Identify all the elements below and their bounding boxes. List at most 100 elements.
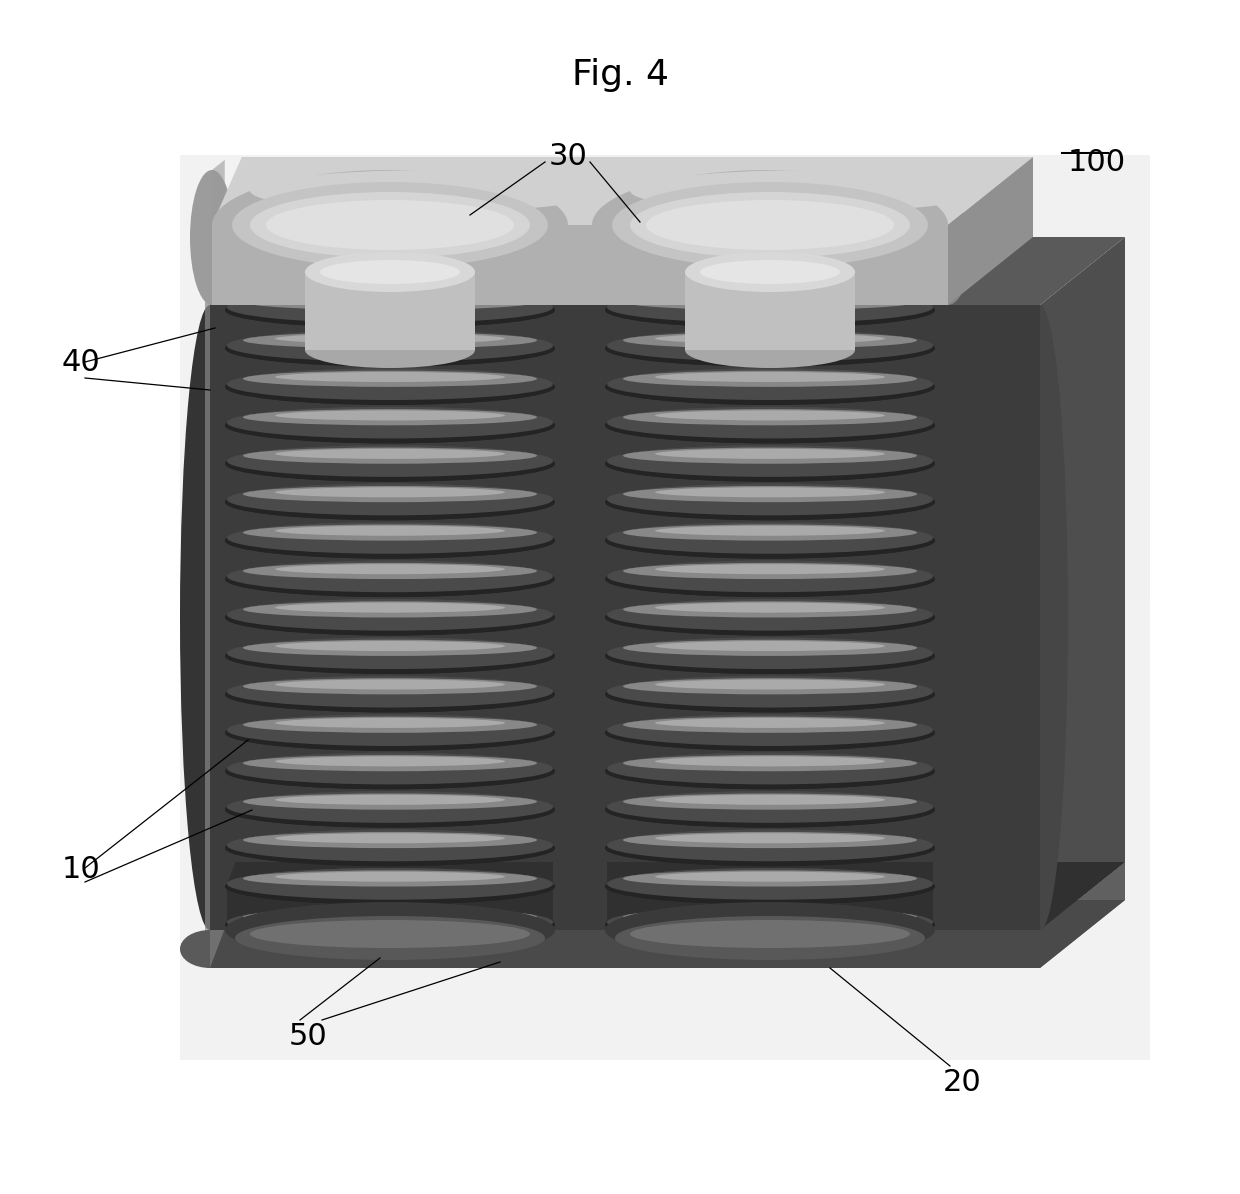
Ellipse shape xyxy=(224,830,556,866)
Ellipse shape xyxy=(655,295,885,306)
Ellipse shape xyxy=(227,906,553,938)
Polygon shape xyxy=(180,155,1149,1060)
Ellipse shape xyxy=(275,487,505,498)
Ellipse shape xyxy=(655,641,885,651)
Ellipse shape xyxy=(608,792,932,823)
Ellipse shape xyxy=(243,832,537,848)
Ellipse shape xyxy=(605,445,935,481)
Ellipse shape xyxy=(605,561,935,597)
Ellipse shape xyxy=(655,833,885,843)
Ellipse shape xyxy=(305,252,475,293)
Ellipse shape xyxy=(655,411,885,420)
Ellipse shape xyxy=(605,753,935,789)
Ellipse shape xyxy=(275,910,505,921)
Ellipse shape xyxy=(608,906,932,938)
Ellipse shape xyxy=(605,293,935,328)
Ellipse shape xyxy=(605,907,935,943)
Ellipse shape xyxy=(224,485,556,521)
Ellipse shape xyxy=(622,716,918,733)
Ellipse shape xyxy=(275,449,505,458)
Ellipse shape xyxy=(608,445,932,476)
Ellipse shape xyxy=(224,369,556,405)
Ellipse shape xyxy=(608,676,932,708)
Ellipse shape xyxy=(622,448,918,463)
Ellipse shape xyxy=(608,676,932,708)
Ellipse shape xyxy=(608,330,932,362)
Ellipse shape xyxy=(224,715,556,751)
Ellipse shape xyxy=(275,641,505,651)
Ellipse shape xyxy=(275,373,505,382)
Polygon shape xyxy=(932,304,1040,930)
Ellipse shape xyxy=(275,833,505,843)
Ellipse shape xyxy=(622,832,918,848)
Ellipse shape xyxy=(227,445,553,476)
Ellipse shape xyxy=(275,373,505,382)
Ellipse shape xyxy=(622,332,918,349)
Ellipse shape xyxy=(622,332,918,349)
Ellipse shape xyxy=(224,293,556,328)
Ellipse shape xyxy=(622,562,918,579)
Ellipse shape xyxy=(608,638,932,669)
Ellipse shape xyxy=(605,792,935,827)
Ellipse shape xyxy=(655,872,885,881)
Ellipse shape xyxy=(224,753,556,789)
Ellipse shape xyxy=(227,368,553,400)
Ellipse shape xyxy=(655,795,885,805)
Ellipse shape xyxy=(227,792,553,823)
Ellipse shape xyxy=(605,638,935,673)
Ellipse shape xyxy=(608,560,932,592)
Ellipse shape xyxy=(608,752,932,784)
Ellipse shape xyxy=(605,369,935,405)
Ellipse shape xyxy=(243,870,537,887)
Ellipse shape xyxy=(622,448,918,463)
Ellipse shape xyxy=(275,756,505,767)
Ellipse shape xyxy=(655,487,885,498)
Ellipse shape xyxy=(227,792,553,823)
Ellipse shape xyxy=(608,560,932,592)
Ellipse shape xyxy=(275,641,505,651)
Ellipse shape xyxy=(622,640,918,656)
Ellipse shape xyxy=(608,291,932,324)
Ellipse shape xyxy=(224,599,556,635)
Ellipse shape xyxy=(320,260,460,284)
Ellipse shape xyxy=(267,201,515,250)
Ellipse shape xyxy=(243,678,537,695)
Polygon shape xyxy=(210,862,1125,930)
Ellipse shape xyxy=(243,486,537,503)
Ellipse shape xyxy=(227,676,553,708)
Ellipse shape xyxy=(605,792,935,827)
Ellipse shape xyxy=(622,486,918,503)
Ellipse shape xyxy=(622,716,918,733)
Polygon shape xyxy=(212,156,1033,224)
Ellipse shape xyxy=(646,201,894,250)
Ellipse shape xyxy=(608,368,932,400)
Ellipse shape xyxy=(227,484,553,516)
Ellipse shape xyxy=(622,410,918,425)
Ellipse shape xyxy=(224,331,556,367)
Ellipse shape xyxy=(622,755,918,771)
Ellipse shape xyxy=(655,910,885,921)
Polygon shape xyxy=(1040,236,1125,930)
Ellipse shape xyxy=(224,561,556,597)
Ellipse shape xyxy=(605,753,935,789)
Ellipse shape xyxy=(655,641,885,651)
Ellipse shape xyxy=(224,830,556,866)
Ellipse shape xyxy=(608,368,932,400)
Ellipse shape xyxy=(243,640,537,656)
Ellipse shape xyxy=(224,901,556,958)
Ellipse shape xyxy=(243,294,537,310)
Ellipse shape xyxy=(243,909,537,925)
Ellipse shape xyxy=(275,525,505,536)
Ellipse shape xyxy=(622,909,918,925)
Ellipse shape xyxy=(224,715,556,751)
Polygon shape xyxy=(210,900,1125,968)
Ellipse shape xyxy=(608,792,932,823)
Ellipse shape xyxy=(275,295,505,306)
Ellipse shape xyxy=(275,603,505,613)
Ellipse shape xyxy=(613,181,928,267)
Ellipse shape xyxy=(227,330,553,362)
Ellipse shape xyxy=(655,603,885,613)
Text: 50: 50 xyxy=(289,1022,327,1051)
Ellipse shape xyxy=(227,599,553,630)
Ellipse shape xyxy=(605,407,935,443)
